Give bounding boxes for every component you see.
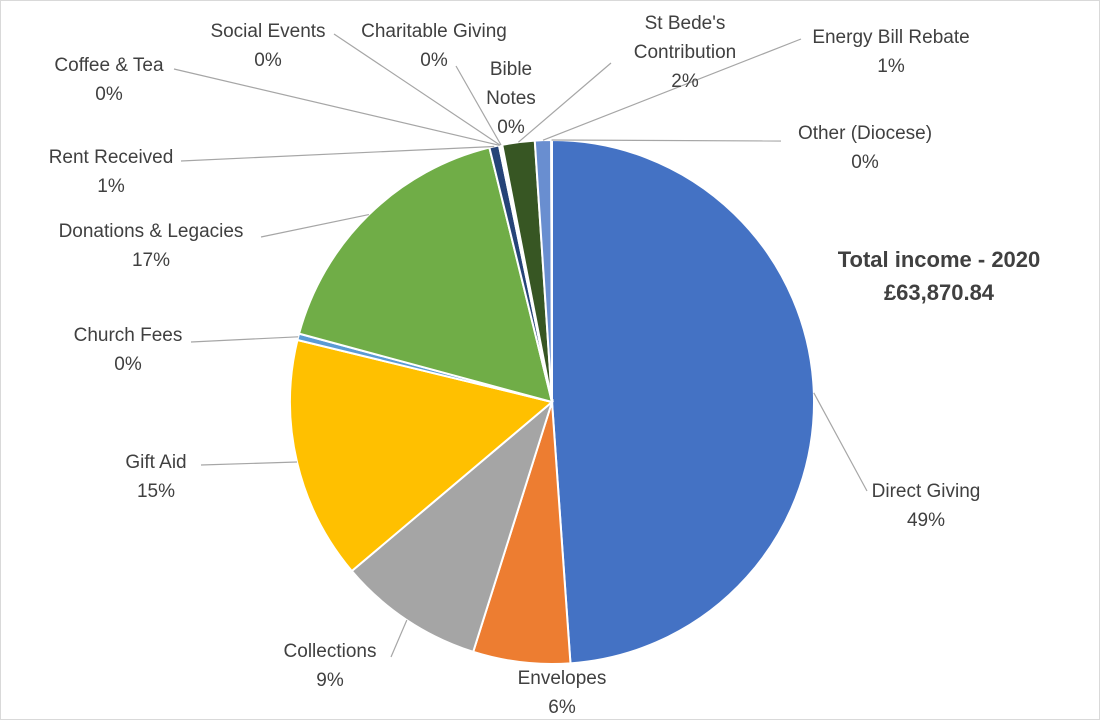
leader-line-collections [390, 619, 408, 658]
slice-percent-other-diocese: 0% [851, 152, 879, 173]
slice-percent-rent-received: 1% [97, 176, 125, 197]
leader-line-charitable-giving [455, 65, 502, 146]
slice-name-st-bede-s-contribution: St Bede's [645, 13, 726, 34]
pie-slice-direct-giving [551, 138, 815, 665]
slice-label-other-diocese: Other (Diocese) 0% [798, 123, 932, 173]
slice-label-bible-notes: Bible Notes 0% [486, 59, 536, 138]
slice-name-donations-legacies: Donations & Legacies [59, 221, 244, 242]
leader-line-other-diocese [551, 139, 782, 142]
slice-label-gift-aid: Gift Aid 15% [125, 452, 186, 502]
pie-slice-gift-aid [289, 338, 555, 573]
pie-slices [289, 138, 815, 665]
slice-percent-direct-giving: 49% [907, 510, 945, 531]
slice-percent-social-events: 0% [254, 50, 282, 71]
slice-percent-envelopes: 6% [548, 697, 576, 718]
slice-name-gift-aid: Gift Aid [125, 452, 186, 473]
slice-label-st-bede-s-contribution: St Bede's Contribution 2% [634, 13, 736, 92]
slice-percent-collections: 9% [316, 670, 344, 691]
slice-percent-coffee-tea: 0% [95, 84, 123, 105]
slice-name-bible-notes: Bible [490, 59, 532, 80]
leader-lines [173, 33, 868, 658]
slice-name-charitable-giving: Charitable Giving [361, 21, 507, 42]
slice-label-direct-giving: Direct Giving 49% [872, 481, 981, 531]
leader-line-rent-received [180, 145, 495, 162]
slice-percent-st-bede-s-contribution: 2% [671, 71, 699, 92]
slice-name-envelopes: Envelopes [518, 668, 607, 689]
slice-name-bible-notes: Notes [486, 88, 536, 109]
slice-label-envelopes: Envelopes 6% [518, 668, 607, 718]
slice-name-other-diocese: Other (Diocese) [798, 123, 932, 144]
slice-percent-church-fees: 0% [114, 354, 142, 375]
leader-line-direct-giving [813, 392, 868, 492]
slice-label-donations-legacies: Donations & Legacies 17% [59, 221, 244, 271]
slice-percent-donations-legacies: 17% [132, 250, 170, 271]
slice-name-social-events: Social Events [210, 21, 325, 42]
leader-line-gift-aid [200, 461, 298, 466]
slice-name-church-fees: Church Fees [74, 325, 183, 346]
leader-line-donations-legacies [260, 214, 370, 238]
slice-label-charitable-giving: Charitable Giving 0% [361, 21, 507, 71]
slice-name-rent-received: Rent Received [49, 147, 174, 168]
slice-label-collections: Collections 9% [284, 641, 377, 691]
pie-slice-other-diocese [550, 138, 553, 403]
leader-line-st-bede-s-contribution [518, 62, 612, 143]
leader-line-church-fees [190, 336, 299, 343]
chart-subtitle: £63,870.84 [884, 280, 995, 305]
slice-percent-gift-aid: 15% [137, 481, 175, 502]
chart-title: Total income - 2020 [838, 247, 1041, 272]
slice-label-church-fees: Church Fees 0% [74, 325, 183, 375]
leader-line-social-events [333, 33, 501, 146]
slice-labels: Direct Giving 49% Envelopes 6% Collections 9%… [49, 13, 981, 718]
slice-label-social-events: Social Events 0% [210, 21, 325, 71]
slice-name-st-bede-s-contribution: Contribution [634, 42, 736, 63]
leader-line-energy-bill-rebate [542, 38, 802, 141]
slice-label-coffee-tea: Coffee & Tea 0% [54, 55, 164, 105]
slice-name-energy-bill-rebate: Energy Bill Rebate [812, 27, 969, 48]
slice-name-direct-giving: Direct Giving [872, 481, 981, 502]
pie-slice-collections [350, 399, 554, 654]
slice-percent-energy-bill-rebate: 1% [877, 56, 905, 77]
slice-percent-bible-notes: 0% [497, 117, 525, 138]
slice-label-rent-received: Rent Received 1% [49, 147, 174, 197]
slice-name-collections: Collections [284, 641, 377, 662]
slice-percent-charitable-giving: 0% [420, 50, 448, 71]
slice-label-energy-bill-rebate: Energy Bill Rebate 1% [812, 27, 969, 77]
leader-line-coffee-tea [173, 68, 500, 146]
slice-name-coffee-tea: Coffee & Tea [54, 55, 164, 76]
